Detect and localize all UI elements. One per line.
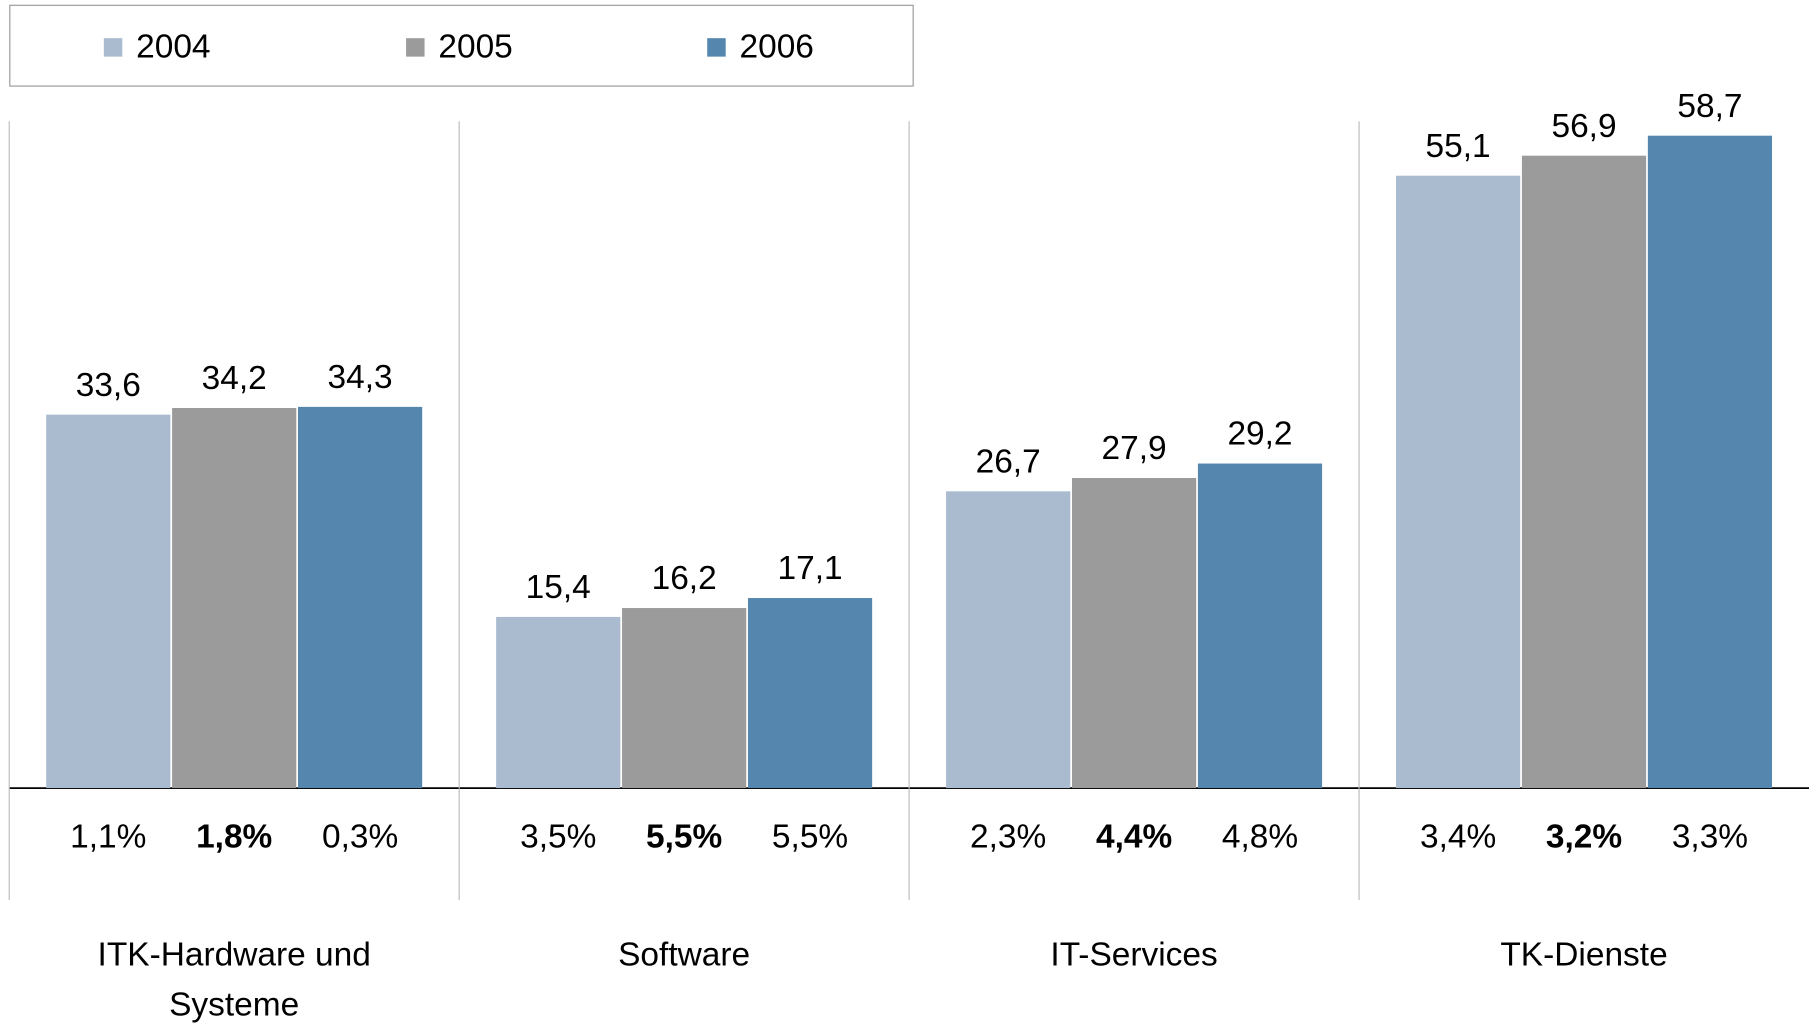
value-label: 15,4 [526,569,591,606]
growth-label: 5,5% [772,819,848,856]
bar [298,406,423,789]
value-label: 33,6 [76,367,141,404]
value-label: 34,2 [202,360,267,397]
value-label: 56,9 [1551,108,1616,145]
value-label: 16,2 [652,560,717,597]
value-label: 17,1 [778,550,843,587]
growth-label: 1,1% [70,819,146,856]
category-label: ITK-Hardware und Systeme [97,936,371,1024]
growth-label: 3,4% [1420,819,1496,856]
legend-swatch [103,38,123,57]
growth-label: 2,3% [970,819,1046,856]
category-label-box: IT-Services [1050,936,1218,974]
legend-label: 2004 [136,28,210,65]
bar [496,616,621,789]
growth-label: 3,2% [1546,819,1622,856]
value-label: 26,7 [976,443,1041,480]
bar [1647,135,1773,789]
bar [46,414,171,789]
bar [946,491,1071,789]
bar [1071,478,1197,789]
category-label-box: Software [618,936,751,974]
legend-swatch [406,38,425,57]
legend-box [9,4,914,87]
category-label: TK-Dienste [1500,936,1668,974]
growth-label: 0,3% [322,819,398,856]
category-label: Software [618,936,751,974]
value-label: 55,1 [1426,128,1491,165]
bar [1197,463,1323,789]
legend-label: 2005 [438,28,512,65]
growth-label: 3,5% [520,819,596,856]
bar [1396,175,1521,789]
category-label-box: ITK-Hardware und Systeme [97,936,371,1024]
bar [622,608,747,789]
category-label-box: TK-Dienste [1500,936,1668,974]
value-label: 34,3 [328,359,393,396]
value-label: 29,2 [1227,416,1292,453]
category-label: IT-Services [1050,936,1218,974]
growth-label: 1,8% [196,819,272,856]
growth-label: 4,8% [1222,819,1298,856]
growth-label: 5,5% [646,819,722,856]
growth-label: 3,3% [1672,819,1748,856]
legend-swatch [707,38,726,57]
bar [1521,155,1647,789]
growth-label: 4,4% [1096,819,1172,856]
legend-label: 2006 [740,28,814,65]
value-label: 27,9 [1102,430,1167,467]
bar [747,598,873,789]
bar [172,407,297,789]
value-label: 58,7 [1677,88,1742,125]
